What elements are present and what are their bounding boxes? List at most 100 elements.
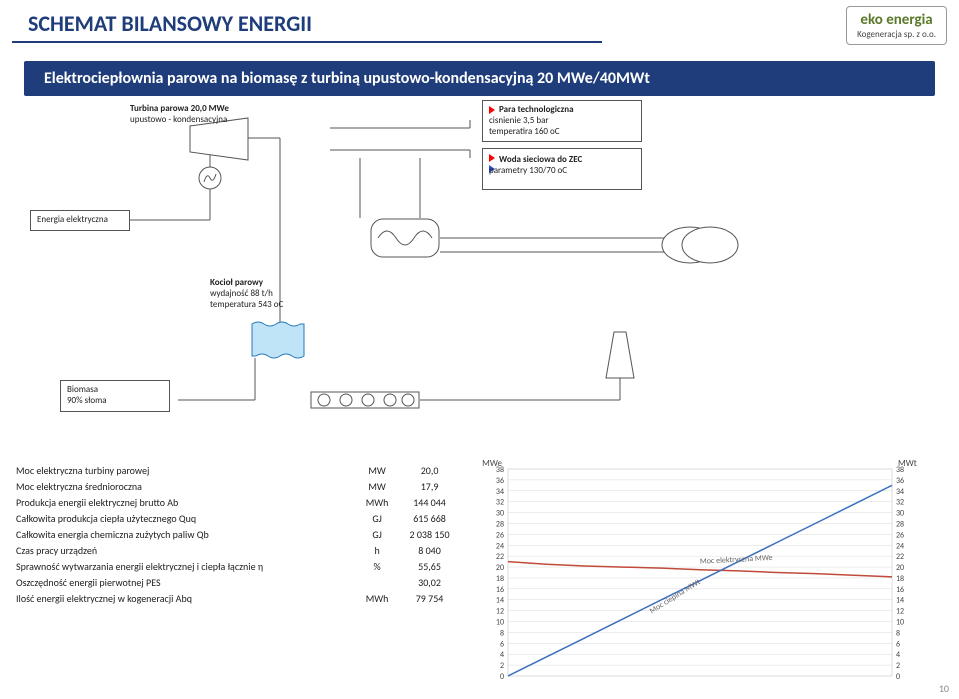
svg-text:30: 30 <box>496 509 504 519</box>
svg-text:22: 22 <box>896 552 904 562</box>
boiler-l1: wydajność 88 t/h <box>210 288 273 299</box>
svg-text:30: 30 <box>896 509 904 519</box>
steam-l1: cisnienie 3,5 bar <box>489 115 549 126</box>
table-row: Moc elektryczna turbiny parowejMW20,0 <box>12 462 462 478</box>
boiler-l2: temperatura 543 oC <box>210 299 283 310</box>
logo-text: eko energia <box>857 11 936 29</box>
cell-label: Moc elektryczna średnioroczna <box>12 478 357 494</box>
svg-text:MWt: MWt <box>898 458 917 469</box>
svg-text:14: 14 <box>896 596 904 606</box>
svg-text:8: 8 <box>500 628 504 638</box>
boiler-title: Kocioł parowy <box>210 277 263 288</box>
svg-text:2: 2 <box>896 661 900 671</box>
energy-diagram: Turbina parowa 20,0 MWe upustowo - konde… <box>60 110 840 430</box>
steam-title: Para technologiczna <box>499 104 573 115</box>
svg-text:12: 12 <box>496 607 504 617</box>
svg-text:2: 2 <box>500 661 504 671</box>
logo: eko energia Kogeneracja sp. z o.o. <box>846 6 947 45</box>
cell-unit: h <box>357 542 397 558</box>
svg-text:32: 32 <box>496 498 504 508</box>
generator-shape <box>198 166 222 190</box>
turbine-label: Turbina parowa 20,0 MWe upustowo - konde… <box>130 104 280 126</box>
data-table: Moc elektryczna turbiny parowejMW20,0Moc… <box>12 462 462 606</box>
svg-text:24: 24 <box>896 541 904 551</box>
svg-text:18: 18 <box>496 574 504 584</box>
svg-text:6: 6 <box>500 639 504 649</box>
table-row: Całkowita energia chemiczna zużytych pal… <box>12 526 462 542</box>
cell-unit: MW <box>357 462 397 478</box>
cell-label: Sprawność wytwarzania energii elektryczn… <box>12 558 357 574</box>
table-row: Oszczędność energii pierwotnej PES 30,02 <box>12 574 462 590</box>
table-row: Całkowita produkcja ciepła użytecznego Q… <box>12 510 462 526</box>
steam-icon <box>489 106 495 114</box>
cell-unit: GJ <box>357 526 397 542</box>
svg-text:10: 10 <box>896 618 904 628</box>
table-row: Czas pracy urządzeńh8 040 <box>12 542 462 558</box>
cell-value: 2 038 150 <box>397 526 462 542</box>
biomass-title: Biomasa <box>67 384 98 395</box>
cell-value: 20,0 <box>397 462 462 478</box>
svg-text:34: 34 <box>496 487 504 497</box>
svg-text:8: 8 <box>896 628 900 638</box>
svg-text:0: 0 <box>896 672 900 682</box>
svg-text:16: 16 <box>896 585 904 595</box>
turbine-sub: upustowo - kondensacyjna <box>130 114 227 125</box>
svg-text:18: 18 <box>896 574 904 584</box>
cell-label: Oszczędność energii pierwotnej PES <box>12 574 357 590</box>
cell-unit: % <box>357 558 397 574</box>
steam-l2: temperatira 160 oC <box>489 126 560 137</box>
cell-unit: MWh <box>357 494 397 510</box>
stack-shape <box>600 330 640 380</box>
cell-label: Całkowita energia chemiczna zużytych pal… <box>12 526 357 542</box>
boiler-shape <box>248 320 308 360</box>
table-row: Sprawność wytwarzania energii elektryczn… <box>12 558 462 574</box>
water-title: Woda sieciowa do ZEC <box>499 154 582 165</box>
water-icon-red <box>489 154 495 162</box>
svg-text:26: 26 <box>496 530 504 540</box>
heat-exchanger-shape <box>370 218 440 258</box>
transport-shape <box>310 384 420 416</box>
energy-box: Energia elektryczna <box>30 210 130 231</box>
svg-text:34: 34 <box>896 487 904 497</box>
table-row: Moc elektryczna średniorocznaMW17,9 <box>12 478 462 494</box>
svg-text:20: 20 <box>496 563 504 573</box>
svg-text:28: 28 <box>496 519 504 529</box>
svg-text:16: 16 <box>496 585 504 595</box>
cell-label: Ilość energii elektrycznej w kogeneracji… <box>12 590 357 606</box>
svg-text:14: 14 <box>496 596 504 606</box>
subtitle: Elektrociepłownia parowa na biomasę z tu… <box>24 61 935 96</box>
svg-text:24: 24 <box>496 541 504 551</box>
cell-value: 615 668 <box>397 510 462 526</box>
biomass-sub: 90% słoma <box>67 395 107 406</box>
steam-box: Para technologiczna cisnienie 3,5 bar te… <box>482 100 642 142</box>
cell-unit: MWh <box>357 590 397 606</box>
cell-value: 79 754 <box>397 590 462 606</box>
cell-value: 55,65 <box>397 558 462 574</box>
boiler-label: Kocioł parowy wydajność 88 t/h temperatu… <box>210 278 340 310</box>
cell-label: Produkcja energii elektrycznej brutto Ab <box>12 494 357 510</box>
table-row: Ilość energii elektrycznej w kogeneracji… <box>12 590 462 606</box>
cell-label: Moc elektryczna turbiny parowej <box>12 462 357 478</box>
water-l1: parametry 130/70 oC <box>489 165 567 176</box>
svg-text:12: 12 <box>896 607 904 617</box>
svg-text:36: 36 <box>896 476 904 486</box>
svg-text:0: 0 <box>500 672 504 682</box>
svg-text:4: 4 <box>500 650 504 660</box>
power-chart: 0022446688101012121414161618182020222224… <box>480 455 920 690</box>
svg-text:26: 26 <box>896 530 904 540</box>
cell-label: Całkowita produkcja ciepła użytecznego Q… <box>12 510 357 526</box>
cell-unit: GJ <box>357 510 397 526</box>
svg-text:4: 4 <box>896 650 900 660</box>
logo-subtext: Kogeneracja sp. z o.o. <box>857 29 936 40</box>
table-row: Produkcja energii elektrycznej brutto Ab… <box>12 494 462 510</box>
svg-text:36: 36 <box>496 476 504 486</box>
page-number: 10 <box>939 682 949 695</box>
svg-text:22: 22 <box>496 552 504 562</box>
svg-text:32: 32 <box>896 498 904 508</box>
cell-value: 30,02 <box>397 574 462 590</box>
cell-unit <box>357 574 397 590</box>
diagram-lines <box>60 110 840 430</box>
biomass-box: Biomasa 90% słoma <box>60 380 170 412</box>
water-box: Woda sieciowa do ZEC parametry 130/70 oC <box>482 148 642 190</box>
svg-text:28: 28 <box>896 519 904 529</box>
